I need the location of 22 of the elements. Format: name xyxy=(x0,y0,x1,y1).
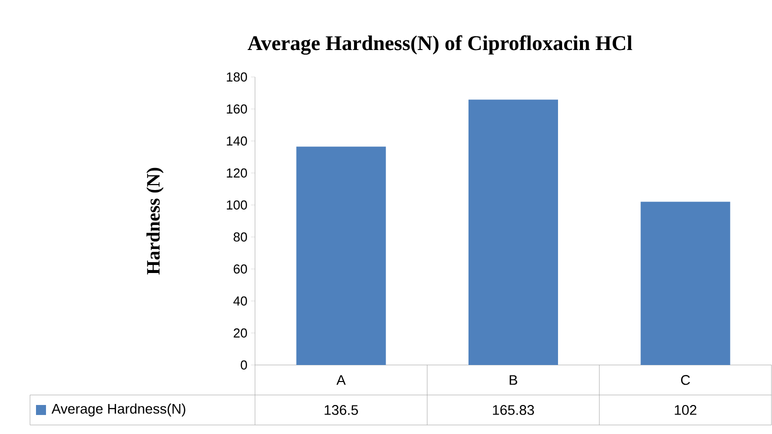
legend-label: Average Hardness(N) xyxy=(52,403,186,416)
y-tick-label: 180 xyxy=(226,72,247,82)
y-tick-label: 140 xyxy=(226,136,247,146)
data-label: 102 xyxy=(674,405,696,415)
data-label: 165.83 xyxy=(492,405,534,415)
bar xyxy=(640,202,730,365)
y-tick-label: 80 xyxy=(234,232,247,242)
y-tick-label: 0 xyxy=(240,360,247,370)
x-tick-label: C xyxy=(681,375,690,385)
y-tick-label: 40 xyxy=(233,296,247,306)
x-tick-label: B xyxy=(510,375,518,385)
y-tick-label: 120 xyxy=(226,168,247,178)
x-tick-label: A xyxy=(336,375,346,385)
chart-title: Average Hardness(N) of Ciprofloxacin HCl xyxy=(248,35,632,55)
bar xyxy=(296,146,386,365)
bar xyxy=(468,100,558,365)
y-tick-label: 100 xyxy=(226,200,247,210)
y-tick-label: 160 xyxy=(226,104,247,114)
y-axis-title: Hardness (N) xyxy=(146,168,164,275)
y-tick-label: 20 xyxy=(234,328,247,338)
data-label: 136.5 xyxy=(324,405,358,415)
y-tick-label: 60 xyxy=(234,264,247,274)
